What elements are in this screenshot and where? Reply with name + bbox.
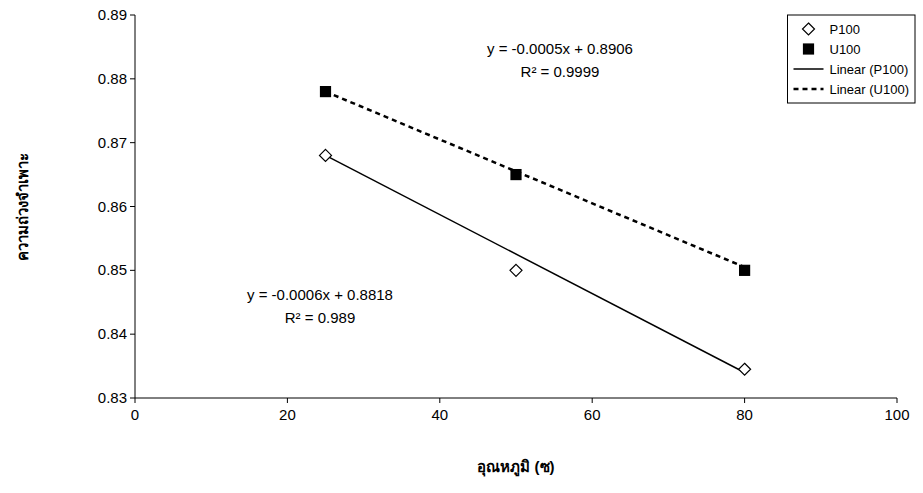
x-tick-label: 0	[131, 406, 139, 423]
x-tick	[135, 398, 136, 403]
y-tick-label: 0.89	[98, 6, 127, 23]
y-tick-label: 0.88	[98, 70, 127, 87]
chart: 0.83 0.84 0.85 0.86 0.87 0.88 0.89 0 20 40 60 80 100…	[0, 0, 923, 493]
x-tick	[744, 398, 745, 403]
y-tick-label: 0.83	[98, 389, 127, 406]
point	[321, 87, 331, 97]
annotation: y = -0.0005x + 0.8906	[487, 40, 633, 57]
x-tick-label: 20	[279, 406, 296, 423]
y-tick-label: 0.85	[98, 261, 127, 278]
plot-marks	[320, 87, 751, 376]
legend-symbol	[794, 88, 824, 91]
x-axis-title: อุณหภูมิ (ซ)	[477, 458, 554, 477]
x-tick-label: 80	[736, 406, 753, 423]
x-axis	[135, 398, 897, 399]
annotation: y = -0.0006x + 0.8818	[247, 286, 393, 303]
y-tick-label: 0.84	[98, 325, 127, 342]
y-tick-label: 0.86	[98, 198, 127, 215]
x-tick	[592, 398, 593, 403]
legend-symbol	[804, 44, 814, 54]
point	[739, 363, 751, 375]
x-tick-label: 60	[584, 406, 601, 423]
legend-label: Linear (P100)	[830, 62, 909, 77]
point	[510, 264, 522, 276]
legend-symbol	[803, 23, 815, 35]
y-tick	[130, 206, 135, 207]
y-tick	[130, 15, 135, 16]
x-tick	[439, 398, 440, 403]
y-tick	[130, 334, 135, 335]
x-tick	[287, 398, 288, 403]
x-tick	[897, 398, 898, 403]
annotation: R² = 0.9999	[521, 63, 600, 80]
legend-label: P100	[830, 22, 860, 37]
x-tick-label: 40	[431, 406, 448, 423]
legend-box	[788, 15, 916, 103]
legend-label: Linear (U100)	[830, 82, 910, 97]
legend: P100 U100 Linear (P100) Linear (U100)	[788, 15, 916, 103]
trend-line	[326, 92, 745, 268]
legend-label: U100	[830, 42, 861, 57]
point	[320, 149, 332, 161]
x-tick-label: 100	[884, 406, 909, 423]
point	[511, 170, 521, 180]
annotation: R² = 0.989	[285, 309, 355, 326]
legend-symbol	[794, 68, 824, 70]
y-axis-title: ความถ่วงจำเพาะ	[14, 153, 31, 261]
trend-line	[326, 155, 745, 372]
y-tick	[130, 398, 135, 399]
y-tick	[130, 142, 135, 143]
y-tick	[130, 270, 135, 271]
y-tick	[130, 78, 135, 79]
point	[740, 265, 750, 275]
y-tick-label: 0.87	[98, 134, 127, 151]
